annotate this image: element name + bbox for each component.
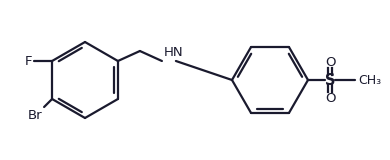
- Text: CH₃: CH₃: [358, 73, 381, 87]
- Text: Br: Br: [27, 109, 42, 122]
- Text: HN: HN: [164, 46, 184, 59]
- Text: F: F: [25, 55, 32, 68]
- Text: O: O: [325, 56, 335, 68]
- Text: S: S: [325, 72, 335, 88]
- Text: O: O: [325, 92, 335, 104]
